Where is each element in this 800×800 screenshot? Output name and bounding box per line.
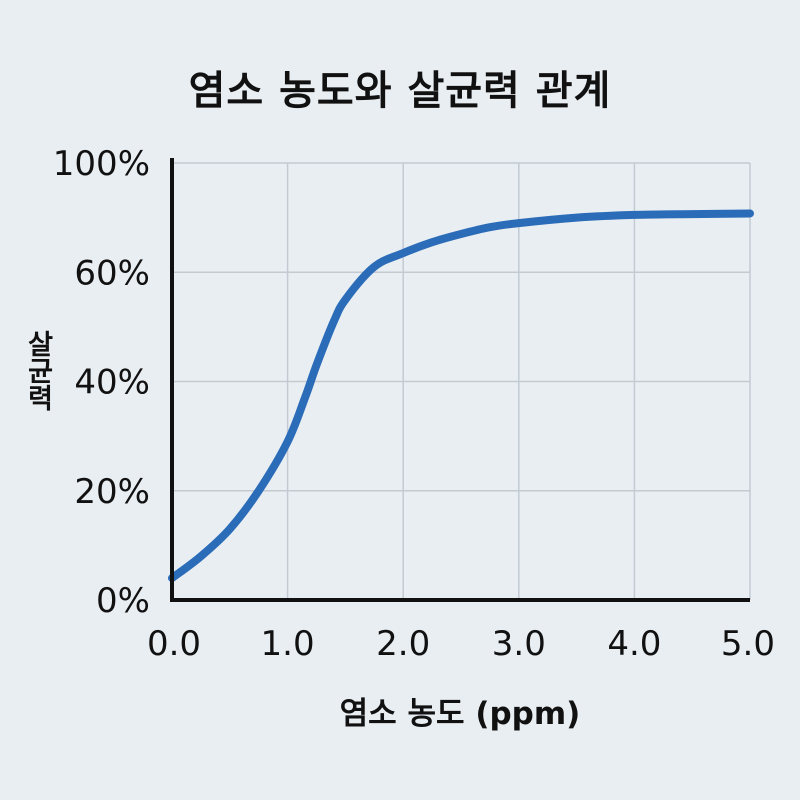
y-tick-label: 100%: [53, 144, 150, 184]
y-tick-label: 0%: [96, 581, 150, 621]
gridlines: [172, 162, 751, 600]
x-tick-label: 2.0: [376, 624, 430, 664]
axes: [170, 158, 750, 602]
x-tick-label: 3.0: [492, 624, 546, 664]
y-tick-label: 20%: [74, 472, 150, 512]
x-tick-labels: 0.0 1.0 2.0 3.0 4.0 5.0: [147, 624, 775, 664]
series-group: [168, 209, 754, 583]
x-axis-label: 염소 농도 (ppm): [339, 696, 581, 732]
y-tick-labels: 0% 20% 40% 60% 100%: [53, 144, 150, 621]
x-tick-label: 1.0: [261, 624, 315, 664]
x-tick-label: 5.0: [721, 624, 775, 664]
chart-title: 염소 농도와 살균력 관계: [188, 68, 612, 114]
y-tick-label: 40%: [74, 363, 150, 403]
y-axis-label: 살균력: [22, 330, 53, 411]
y-tick-label: 60%: [74, 253, 150, 293]
x-tick-label: 4.0: [607, 624, 661, 664]
x-tick-label: 0.0: [147, 624, 201, 664]
series-line: [168, 209, 754, 583]
